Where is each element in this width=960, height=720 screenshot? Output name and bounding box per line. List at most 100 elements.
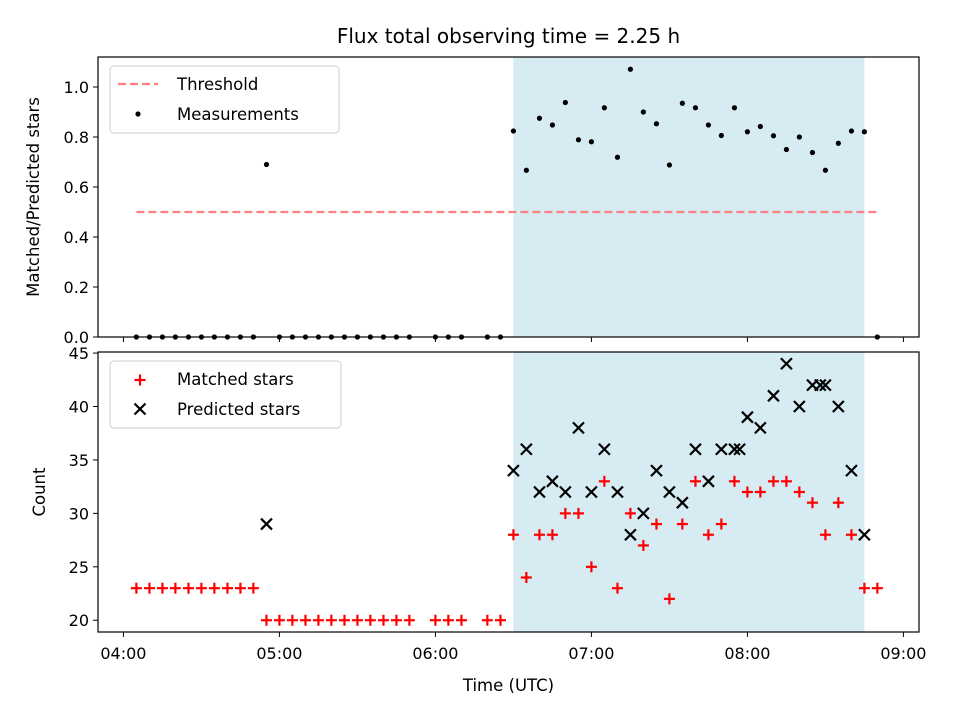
measurement-point [523, 167, 529, 173]
matched-point [260, 614, 272, 626]
measurement-point [796, 134, 802, 140]
predicted-point [858, 528, 871, 542]
matched-point [793, 486, 805, 498]
matched-point [624, 507, 636, 519]
matched-point [338, 614, 350, 626]
predicted-point-b [663, 485, 676, 499]
predicted-point [533, 485, 546, 499]
top-y-tick-label: 0.4 [64, 228, 89, 247]
matched-point [689, 475, 701, 487]
measurement-point [588, 139, 595, 145]
legend-predicted-label: Predicted stars [177, 400, 300, 419]
measurement-point [783, 146, 790, 153]
matched-point [767, 475, 779, 487]
measurement-point [549, 122, 556, 128]
matched-point [481, 614, 493, 626]
bottom-legend-box [109, 360, 342, 429]
matched-point [312, 614, 324, 626]
bottom-panel: 20 25 30 35 40 45 04:00 05:00 06:00 07:00 08:00 09… [30, 344, 926, 695]
matched-point [208, 582, 220, 594]
predicted-point [728, 442, 741, 456]
matched-point [572, 507, 584, 519]
top-legend-box [109, 65, 340, 134]
predicted-point [507, 464, 520, 477]
matched-point [169, 582, 181, 594]
predicted-point [650, 464, 663, 477]
matched-point [156, 582, 168, 594]
matched-point [195, 582, 207, 594]
predicted-point-b [741, 410, 754, 424]
matched-point [234, 582, 246, 594]
bottom-legend: Matched stars Predicted stars [109, 360, 342, 429]
predicted-point-b [559, 485, 572, 499]
predicted-point-b [793, 400, 806, 413]
top-y-tick-label: 1.0 [64, 78, 89, 97]
matched-point [507, 529, 519, 541]
top-y-tick-label: 0.2 [64, 278, 89, 297]
predicted-point-b [780, 357, 793, 371]
matched-point [728, 475, 740, 487]
predicted-point [733, 442, 746, 456]
predicted-point [663, 485, 676, 499]
predicted-point [546, 475, 559, 488]
bottom-y-tick-label: 30 [69, 504, 89, 523]
predicted-point [611, 485, 624, 499]
predicted-point-b [533, 485, 546, 499]
top-axes-frame [97, 56, 920, 338]
predicted-point-b [845, 464, 858, 477]
matched-point [442, 614, 454, 626]
measurement-point [640, 109, 646, 115]
measurement-point [861, 129, 868, 135]
matched-point [455, 614, 467, 626]
matched-point [286, 614, 298, 626]
bottom-y-tick-label: 35 [69, 451, 89, 470]
legend-predicted-swatch [133, 402, 147, 416]
predicted-point [676, 496, 689, 509]
count-points [130, 357, 883, 626]
top-y-axis-label: Matched/Predicted stars [24, 97, 43, 297]
figure-title: Flux total observing time = 2.25 h [337, 24, 680, 48]
matched-point [130, 582, 142, 594]
matched-point [533, 529, 545, 541]
predicted-point [702, 475, 715, 488]
matched-point [364, 614, 376, 626]
predicted-point [819, 378, 832, 392]
measurement-point [692, 105, 699, 111]
matched-point [611, 582, 623, 594]
x-axis-label: Time (UTC) [462, 676, 554, 695]
legend-predicted-marker [133, 402, 147, 416]
predicted-point [637, 507, 650, 520]
bottom-x-tick-label: 06:00 [412, 644, 458, 663]
matched-point [845, 529, 857, 541]
predicted-point-b [728, 442, 741, 456]
predicted-point [754, 421, 767, 435]
measurement-point [510, 128, 517, 134]
measurement-point [731, 105, 738, 111]
bottom-y-tick-label: 20 [69, 611, 89, 630]
matched-point [559, 507, 571, 519]
predicted-point-b [676, 496, 689, 509]
matched-point [676, 518, 688, 530]
predicted-point-b [813, 378, 827, 392]
matched-point [871, 582, 883, 594]
predicted-point [598, 442, 611, 456]
measurement-point [822, 167, 829, 173]
measurement-point [705, 122, 712, 128]
legend-matched-marker [134, 374, 146, 386]
matched-point [598, 475, 610, 487]
bottom-x-tick-label: 04:00 [100, 644, 146, 663]
bottom-x-tick-label: 05:00 [256, 644, 302, 663]
predicted-point-b [637, 507, 650, 520]
predicted-point [585, 485, 598, 499]
predicted-point [520, 442, 533, 456]
predicted-point-b [585, 485, 598, 499]
legend-measurements-label: Measurements [177, 105, 299, 124]
predicted-point-b [520, 442, 533, 456]
predicted-point-b [858, 528, 871, 542]
matched-point [351, 614, 363, 626]
matched-point [585, 561, 597, 573]
top-y-tick-label: 0.8 [64, 128, 89, 147]
predicted-point [260, 517, 273, 531]
bottom-x-ticks: 04:00 05:00 06:00 07:00 08:00 09:00 [100, 632, 926, 663]
